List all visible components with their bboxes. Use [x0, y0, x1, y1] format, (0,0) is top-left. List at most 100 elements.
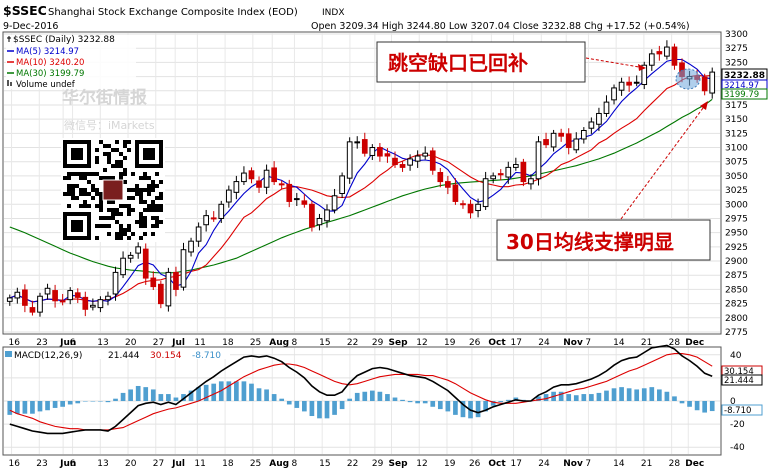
- x-tick-label: 20: [125, 338, 137, 348]
- qr-module: [123, 168, 127, 172]
- macd-hist-bar: [203, 384, 209, 401]
- macd-hist-bar: [626, 388, 632, 401]
- macd-x-tick-label: Sep: [389, 459, 409, 469]
- macd-hist-bar: [702, 401, 708, 413]
- candle-body: [407, 158, 413, 166]
- candle-body: [490, 175, 497, 180]
- candle-body: [399, 164, 406, 168]
- candle-body: [97, 299, 104, 309]
- x-tick-label: 8: [291, 338, 297, 348]
- legend: $SSEC (Daily) 3232.88 MA(5) 3214.97 MA(1…: [6, 35, 136, 90]
- qr-module: [123, 144, 127, 148]
- candle-body: [452, 184, 459, 202]
- x-tick-label: 12: [416, 338, 427, 348]
- macd-hist-bar: [611, 388, 617, 401]
- qr-module: [71, 188, 75, 192]
- ma10-line: [9, 74, 713, 303]
- macd-hist-bar: [369, 390, 375, 401]
- qr-module: [147, 188, 151, 192]
- qr-module: [67, 192, 71, 196]
- chart-exchange: INDX: [322, 8, 344, 18]
- x-tick-label: 16: [9, 338, 21, 348]
- qr-module: [155, 172, 159, 176]
- qr-module: [79, 172, 83, 176]
- qr-module: [127, 204, 131, 208]
- macd-hist-bar: [657, 389, 662, 401]
- qr-module: [155, 220, 159, 224]
- x-tick-label: 11: [194, 338, 205, 348]
- macd-signal-value: 30.154: [150, 351, 182, 361]
- price-tick-label: 3025: [725, 186, 748, 196]
- qr-module: [135, 192, 139, 196]
- candle-body: [512, 164, 519, 168]
- macd-hist-bar: [679, 401, 685, 404]
- qr-module: [127, 148, 131, 152]
- candle-body: [309, 203, 315, 228]
- price-tick-label: 2900: [725, 257, 748, 267]
- legend-main: $SSEC (Daily) 3232.88: [13, 35, 115, 45]
- candle-body: [263, 169, 270, 188]
- price-tick-label: 3250: [725, 58, 748, 68]
- qr-module: [151, 216, 155, 220]
- x-tick-label: Dec: [685, 338, 704, 348]
- candle-body: [225, 189, 232, 203]
- macd-hist-bar: [30, 401, 35, 414]
- macd-hist-bar: [45, 401, 50, 411]
- candle-body: [422, 152, 429, 157]
- macd-hist-bar: [279, 398, 285, 401]
- macd-line: [9, 344, 713, 435]
- macd-hist-bar: [490, 401, 496, 406]
- qr-module: [83, 176, 87, 180]
- candle-body: [67, 290, 74, 301]
- qr-module: [159, 204, 163, 208]
- qr-module: [139, 212, 143, 216]
- candle-body: [293, 198, 300, 201]
- candle-body: [218, 203, 225, 219]
- qr-module: [79, 204, 83, 208]
- macd-hist-bar: [619, 387, 624, 401]
- qr-module: [135, 184, 139, 188]
- macd-hist-bar: [309, 401, 315, 417]
- macd-x-tick-label: Dec: [685, 459, 704, 469]
- qr-module: [103, 144, 107, 148]
- macd-hist-bar: [498, 401, 504, 403]
- qr-module: [151, 224, 155, 228]
- qr-module: [139, 188, 143, 192]
- qr-module: [119, 152, 123, 156]
- candle-body: [701, 76, 708, 92]
- qr-module: [75, 172, 79, 176]
- legend-ma30: MA(30) 3199.79: [16, 69, 84, 79]
- x-tick-label: 29: [372, 338, 384, 348]
- qr-module: [123, 140, 127, 144]
- macd-hist-bar: [437, 401, 443, 410]
- macd-x-tick-label: Jun: [59, 459, 76, 469]
- qr-module: [139, 236, 143, 240]
- qr-module: [75, 196, 79, 200]
- candle-body: [271, 167, 277, 183]
- qr-module: [107, 160, 111, 164]
- macd-x-tick-label: 26: [469, 459, 481, 469]
- candle-body: [354, 141, 361, 144]
- qr-module: [107, 216, 111, 220]
- price-tags: 3232.88 3214.97 3199.79: [721, 68, 768, 100]
- qr-module: [115, 140, 119, 144]
- qr-module: [99, 140, 103, 144]
- macd-hist-value: -8.710: [192, 351, 221, 361]
- qr-module: [127, 208, 131, 212]
- candle-body: [558, 132, 565, 137]
- qr-module: [155, 208, 159, 212]
- qr-module: [99, 216, 103, 220]
- support-annotation: 30日均线支撑明显: [496, 101, 711, 261]
- qr-module: [83, 188, 87, 192]
- candle-body: [656, 51, 663, 55]
- candle-body: [437, 171, 444, 183]
- price-tick-label: 3150: [725, 115, 748, 125]
- qr-module: [115, 236, 119, 240]
- candle-body: [203, 215, 210, 226]
- macd-hist-bar: [543, 394, 549, 401]
- price-tick-label: 2775: [725, 328, 748, 338]
- qr-module: [95, 148, 99, 152]
- qr-module: [79, 188, 83, 192]
- macd-hist-bar: [271, 394, 277, 401]
- qr-module: [139, 224, 143, 228]
